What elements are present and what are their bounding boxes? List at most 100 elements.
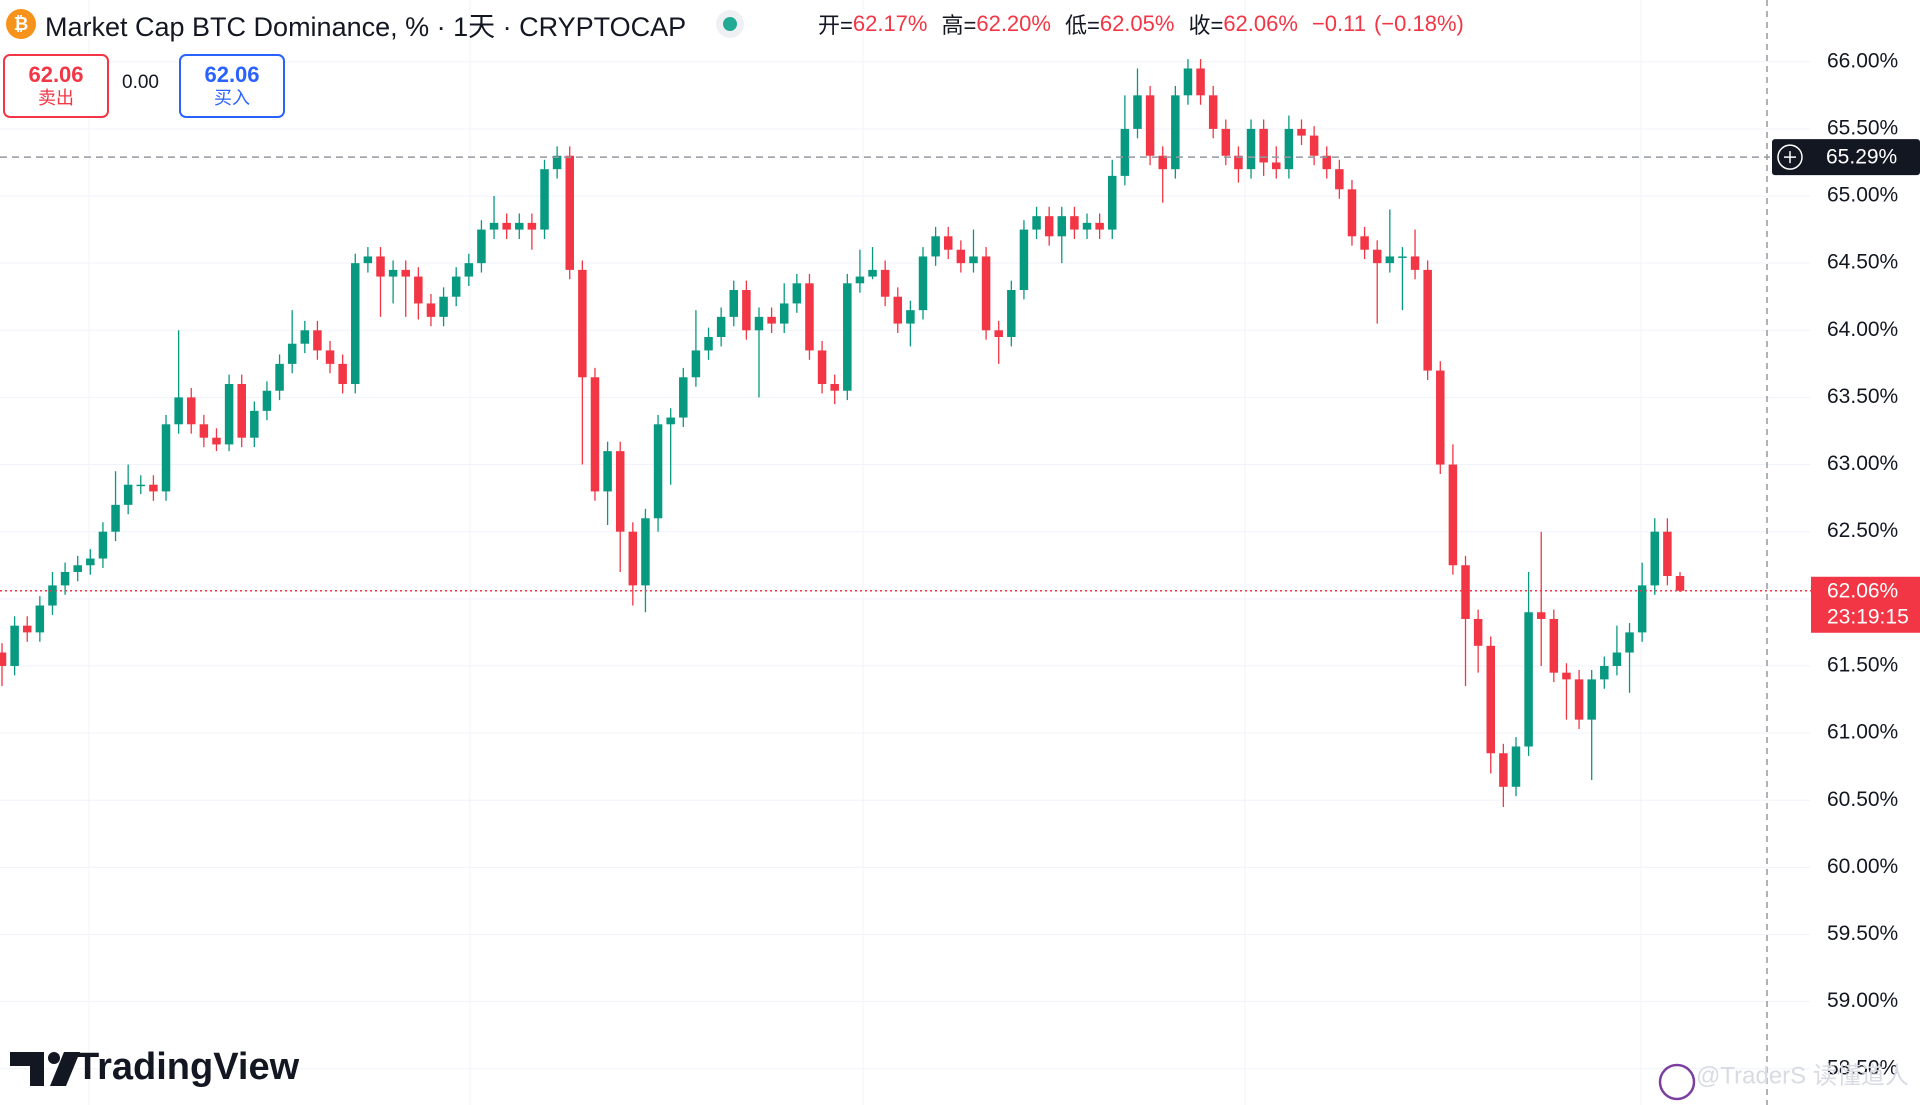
candle-body [1650, 531, 1660, 586]
candle-body [224, 383, 234, 445]
candle-body [1398, 256, 1407, 258]
candle-body [906, 310, 915, 324]
candle-body [767, 316, 776, 324]
candle-body [817, 350, 827, 384]
y-tick-label: 59.50% [1827, 922, 1898, 945]
candle-body [1562, 672, 1571, 680]
candle-body [1259, 128, 1268, 163]
y-tick-label: 65.00% [1827, 184, 1898, 207]
crosshair-plus [1784, 151, 1796, 164]
candle-body [1208, 95, 1218, 129]
candle-body [1007, 290, 1016, 338]
candle-body [956, 249, 966, 264]
candle-body [1587, 679, 1596, 720]
last-price-label: 62.06% [1827, 579, 1898, 602]
candle-body [893, 296, 903, 324]
candle-body [250, 410, 259, 438]
legend-value: 62.20% [976, 11, 1051, 36]
candle-body [805, 283, 814, 351]
candle-body [426, 303, 436, 317]
candle-body [186, 397, 196, 425]
candle-body [1436, 370, 1445, 465]
y-tick-label: 61.50% [1827, 654, 1898, 677]
candle-body [1360, 236, 1369, 250]
candle-body [628, 531, 638, 586]
candle-body [943, 236, 953, 250]
candle-body [86, 558, 95, 566]
candle-body [60, 571, 70, 586]
y-tick-label: 58.50% [1827, 1056, 1898, 1079]
candle-body [1461, 565, 1470, 619]
candle-body [351, 263, 360, 384]
candle-body [451, 276, 461, 297]
candle-body [414, 276, 423, 304]
candle-body [1625, 632, 1634, 653]
candle-body [489, 222, 499, 230]
candle-body [855, 276, 865, 284]
candle-body [401, 269, 410, 277]
candle-body [1284, 128, 1294, 170]
candle-body [275, 363, 284, 391]
candle-body [1297, 128, 1306, 136]
candle-body [199, 424, 209, 438]
candle-body [868, 269, 877, 277]
candle-body [1423, 269, 1432, 371]
candle-body [1057, 216, 1067, 237]
y-tick-label: 62.50% [1827, 519, 1898, 542]
sell-button[interactable]: 62.06 卖出 [3, 54, 109, 118]
candle-body [716, 316, 726, 338]
status-dot [716, 10, 745, 38]
brand-logo [48, 1052, 60, 1064]
legend-value: 62.17% [852, 11, 928, 36]
candle-body [1145, 95, 1155, 156]
candle-body [691, 350, 701, 378]
candle-body [136, 484, 146, 487]
candle-body [880, 269, 890, 297]
candle-body [363, 256, 373, 264]
candle-body [1108, 175, 1117, 230]
candle-body [981, 256, 991, 331]
y-tick-label: 59.00% [1827, 989, 1898, 1012]
candle-body [1335, 169, 1344, 190]
candle-body [1410, 256, 1420, 270]
candle-body [300, 330, 310, 344]
chart-title: Market Cap BTC Dominance, % · 1天 · CRYPT… [45, 11, 687, 42]
candle-body [679, 377, 688, 418]
candle-body [1612, 652, 1622, 666]
y-tick-label: 63.00% [1827, 452, 1898, 475]
candle-body [1019, 229, 1029, 291]
y-tick-label: 64.50% [1827, 251, 1898, 274]
candle-body [931, 236, 940, 257]
brand-logo [50, 1052, 80, 1086]
candle-body [1536, 612, 1546, 619]
candle-body [742, 290, 751, 331]
candle-body [111, 504, 120, 532]
candle-body [73, 565, 82, 572]
legend-value: 62.05% [1099, 11, 1175, 36]
candle-body [590, 377, 600, 492]
countdown: 23:19:15 [1827, 605, 1909, 628]
candle-body [830, 383, 839, 391]
candle-body [1637, 585, 1647, 633]
buy-button[interactable]: 62.06 买入 [179, 54, 285, 118]
candle-body [1675, 575, 1685, 591]
candle-body [1158, 155, 1167, 170]
candle-body [287, 343, 297, 364]
candle-body [123, 484, 133, 505]
legend-value: 62.06% [1223, 11, 1298, 36]
candle-body [704, 337, 713, 351]
legend-prefix: 低= [1064, 13, 1100, 38]
candle-body [641, 518, 650, 586]
candle-body [843, 283, 852, 391]
brand-name: TradingView [76, 1046, 300, 1088]
candle-body [527, 222, 537, 230]
candle-body [1574, 679, 1584, 720]
y-tick-label: 65.50% [1827, 116, 1898, 139]
candle-body [1032, 216, 1041, 230]
y-tick-label: 66.00% [1827, 49, 1898, 72]
candle-body [1549, 618, 1559, 673]
candle-body [729, 290, 739, 317]
candle-body [1171, 95, 1180, 170]
candle-body [464, 263, 474, 277]
